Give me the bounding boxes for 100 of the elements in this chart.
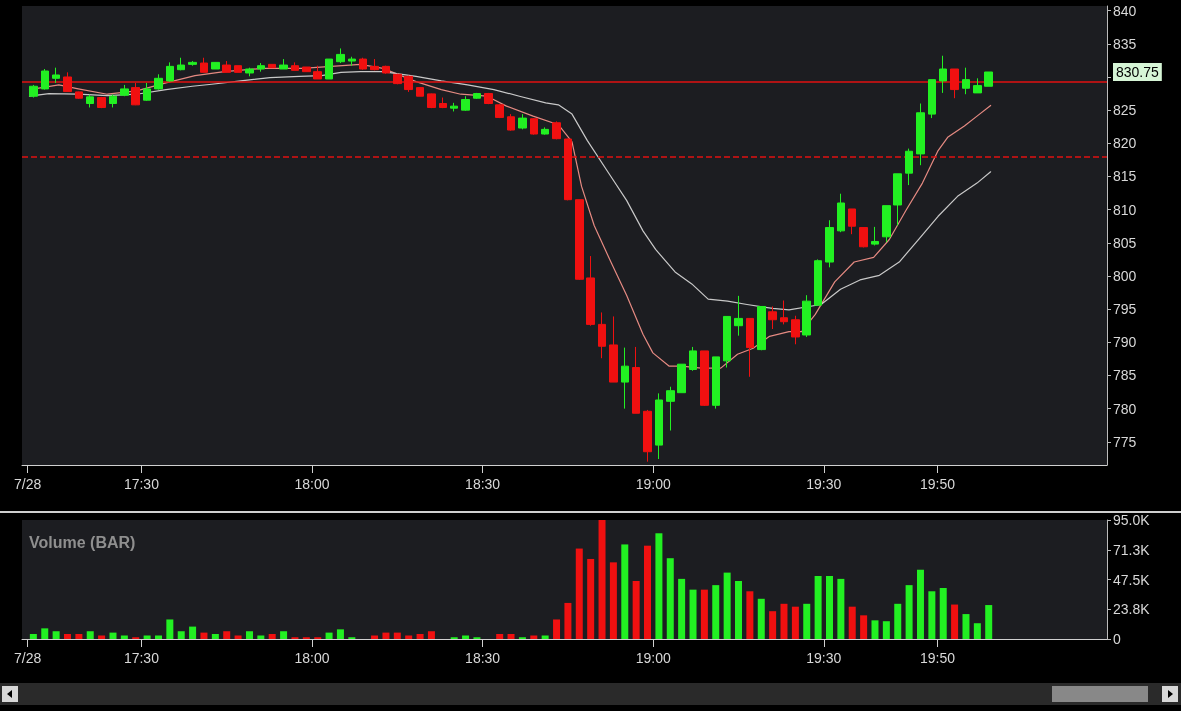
bar <box>621 544 629 639</box>
candlestick <box>461 95 470 112</box>
candlestick <box>689 346 697 372</box>
candlestick <box>939 55 947 94</box>
candlestick <box>712 356 720 410</box>
bar <box>564 602 572 639</box>
candlestick <box>984 71 993 87</box>
candlestick <box>871 226 879 246</box>
candlestick <box>302 66 311 73</box>
candlestick <box>882 205 891 243</box>
bar <box>678 578 686 639</box>
candlestick <box>63 71 72 93</box>
bar <box>916 569 924 639</box>
candlestick <box>564 138 572 201</box>
candlestick <box>677 363 686 394</box>
bar <box>553 619 561 639</box>
candlestick <box>541 126 549 136</box>
bar <box>894 603 902 639</box>
bar <box>109 632 117 639</box>
x-tick-label: 18:30 <box>465 650 501 666</box>
candlestick <box>359 57 367 71</box>
bar <box>746 591 754 639</box>
candlestick <box>791 315 800 345</box>
bar <box>951 604 959 639</box>
bar <box>587 558 595 639</box>
candlestick <box>166 61 174 83</box>
x-tick-label: 19:50 <box>920 650 956 666</box>
candlestick <box>632 346 640 414</box>
bar <box>712 585 720 639</box>
candlestick <box>222 60 231 73</box>
y-tick-label: 800 <box>1113 267 1137 284</box>
bar <box>393 632 401 639</box>
candlestick <box>518 113 527 130</box>
bar <box>41 628 49 639</box>
candlestick <box>950 68 959 99</box>
bar <box>336 629 344 639</box>
candlestick <box>177 57 185 71</box>
candlestick <box>143 82 151 102</box>
candlestick <box>52 67 60 84</box>
y-tick-label: 805 <box>1113 234 1137 251</box>
y-tick-label: 835 <box>1113 35 1137 52</box>
bar <box>177 631 185 639</box>
candlestick <box>905 148 913 186</box>
y-tick-label: 775 <box>1113 433 1137 450</box>
y-tick-label: 790 <box>1113 334 1137 351</box>
bar <box>769 611 777 639</box>
bar <box>223 631 231 639</box>
candlestick <box>404 75 413 93</box>
candlestick <box>370 58 379 71</box>
bar <box>154 635 162 639</box>
candlestick <box>495 103 504 119</box>
bar <box>655 533 663 639</box>
y-tick-label: 47.5K <box>1113 571 1151 588</box>
candlestick <box>245 67 254 77</box>
candlestick <box>973 77 982 94</box>
candlestick <box>41 68 49 91</box>
candlestick <box>325 58 333 80</box>
candlestick <box>439 97 447 109</box>
bar <box>928 591 936 639</box>
candlestick <box>450 102 458 112</box>
candlestick <box>291 61 299 71</box>
x-tick-label: 18:30 <box>465 476 501 492</box>
candlestick <box>120 84 129 97</box>
candlestick <box>621 347 629 410</box>
bar <box>496 633 504 639</box>
bar <box>63 633 71 639</box>
bar <box>143 635 151 639</box>
bar <box>86 631 94 639</box>
bar <box>257 635 265 639</box>
y-tick-label: 23.8K <box>1113 601 1151 618</box>
bar <box>75 633 83 639</box>
y-tick-label: 71.3K <box>1113 541 1151 558</box>
candlestick <box>416 87 424 97</box>
bar <box>416 633 424 639</box>
bar <box>780 603 788 639</box>
bar <box>382 632 390 639</box>
bar <box>166 619 174 639</box>
candlestick <box>734 295 743 337</box>
x-tick-label: 19:00 <box>635 650 671 666</box>
bar <box>325 632 333 639</box>
candlestick <box>200 57 208 73</box>
x-tick-label: 19:30 <box>806 650 842 666</box>
bar <box>666 558 674 639</box>
bar <box>98 635 106 639</box>
bar <box>735 581 743 639</box>
candlestick <box>928 79 936 119</box>
candlestick <box>552 120 561 140</box>
bar <box>234 635 242 639</box>
x-tick-label: 17:30 <box>123 476 160 492</box>
candlestick <box>348 56 356 67</box>
candlestick <box>666 386 675 432</box>
bar <box>939 588 947 639</box>
candlestick <box>768 305 777 330</box>
bar <box>644 545 652 639</box>
candlestick <box>586 255 595 327</box>
bar <box>609 562 617 639</box>
candlestick <box>700 350 709 407</box>
bar <box>632 581 640 639</box>
candlestick <box>780 300 788 325</box>
text: Volume (BAR) <box>29 533 136 551</box>
